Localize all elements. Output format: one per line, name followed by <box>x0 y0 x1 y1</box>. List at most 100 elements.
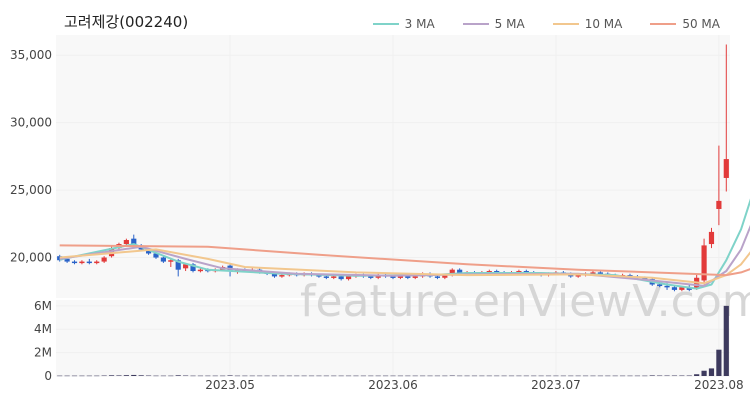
volume-bar <box>242 375 248 377</box>
volume-bar <box>375 375 381 377</box>
candle-body <box>442 275 448 278</box>
candle-body <box>575 275 581 277</box>
volume-bar <box>331 375 337 377</box>
legend-label-3ma: 3 MA <box>404 17 435 31</box>
volume-bar <box>212 375 218 377</box>
volume-bar <box>575 375 581 377</box>
volume-bar <box>538 375 544 377</box>
ma-line-50ma <box>59 244 750 277</box>
legend-swatch-3ma <box>372 23 399 25</box>
candle-body <box>64 258 70 262</box>
volume-bar <box>294 375 300 377</box>
volume-bar <box>301 375 307 377</box>
candle-body <box>679 287 685 290</box>
candle-body <box>494 271 500 273</box>
volume-bar <box>457 375 463 377</box>
candle-body <box>331 276 337 278</box>
x-tick-label: 2023.08 <box>694 378 744 392</box>
volume-bar <box>605 375 611 377</box>
volume-bar <box>145 375 152 377</box>
price-y-tick-label: 35,000 <box>10 48 52 62</box>
candle-body <box>390 276 396 278</box>
candle-body <box>190 264 196 272</box>
volume-bar <box>79 375 85 377</box>
volume-bar <box>257 375 263 377</box>
volume-bar <box>694 374 700 376</box>
candle-body <box>642 277 648 280</box>
price-y-tick-label: 20,000 <box>10 251 52 265</box>
legend-swatch-5ma <box>462 23 489 25</box>
volume-bar <box>412 375 418 377</box>
volume-bar <box>168 375 174 377</box>
volume-bar <box>316 375 322 377</box>
volume-bar <box>205 375 211 377</box>
volume-bar <box>338 375 344 377</box>
volume-bar <box>234 375 241 377</box>
volume-bar <box>160 375 166 377</box>
volume-bar <box>679 375 685 377</box>
volume-bar <box>227 375 233 376</box>
volume-bar <box>486 375 492 377</box>
volume-y-tick-label: 6M <box>34 299 52 313</box>
candle-body <box>131 238 137 246</box>
volume-bar <box>427 375 433 377</box>
candle-body <box>160 257 166 262</box>
volume-bar <box>397 375 403 377</box>
price-y-tick-label: 25,000 <box>10 183 52 197</box>
x-tick-label: 2023.07 <box>531 378 581 392</box>
volume-bar <box>642 375 648 377</box>
volume-y-tick-label: 2M <box>34 346 52 360</box>
volume-bar <box>516 375 522 377</box>
volume-bar <box>353 375 359 377</box>
volume-bar <box>138 375 144 376</box>
volume-bar <box>634 375 641 377</box>
volume-bar <box>716 349 722 376</box>
volume-bar <box>701 370 707 376</box>
volume-bar <box>57 375 63 377</box>
volume-bar <box>568 375 574 377</box>
legend-label-10ma: 10 MA <box>584 17 623 31</box>
candle-body <box>716 200 722 209</box>
candle-body <box>271 273 278 277</box>
watermark: feature.enViewV.com <box>300 276 750 327</box>
volume-bar <box>94 375 100 377</box>
volume-bar <box>560 375 566 377</box>
volume-bar <box>405 375 411 377</box>
volume-bar <box>279 375 285 377</box>
volume-bar <box>183 375 189 377</box>
candle-body <box>145 249 152 254</box>
legend-item-5ma: 5 MA <box>462 17 525 31</box>
volume-bar <box>323 375 329 377</box>
legend-swatch-10ma <box>552 23 579 25</box>
volume-bar <box>175 375 181 376</box>
volume-y-tick-label: 0 <box>44 369 52 383</box>
volume-bar <box>671 375 678 377</box>
candle-body <box>397 276 403 278</box>
x-tick-label: 2023.05 <box>205 378 255 392</box>
candle-body <box>279 275 285 277</box>
volume-bar <box>442 375 448 377</box>
volume-bar <box>449 375 455 377</box>
volume-bar <box>657 375 663 377</box>
volume-bar <box>308 375 315 377</box>
volume-bar <box>649 375 655 376</box>
candle-body <box>516 271 522 273</box>
volume-bar <box>612 375 618 377</box>
volume-bar <box>471 375 478 377</box>
volume-bar <box>383 375 389 377</box>
volume-bar <box>64 375 70 377</box>
candle-body <box>153 253 159 258</box>
candle-body <box>434 276 441 278</box>
volume-bar <box>553 375 559 377</box>
candle-body <box>101 257 107 262</box>
volume-bar <box>249 375 255 377</box>
volume-bar <box>531 375 537 377</box>
volume-bar <box>368 375 374 377</box>
candle-body <box>71 261 78 264</box>
legend-item-10ma: 10 MA <box>552 17 623 31</box>
volume-bar <box>220 375 226 377</box>
volume-bar <box>627 375 633 377</box>
volume-bar <box>197 375 204 377</box>
volume-bar <box>131 374 137 376</box>
